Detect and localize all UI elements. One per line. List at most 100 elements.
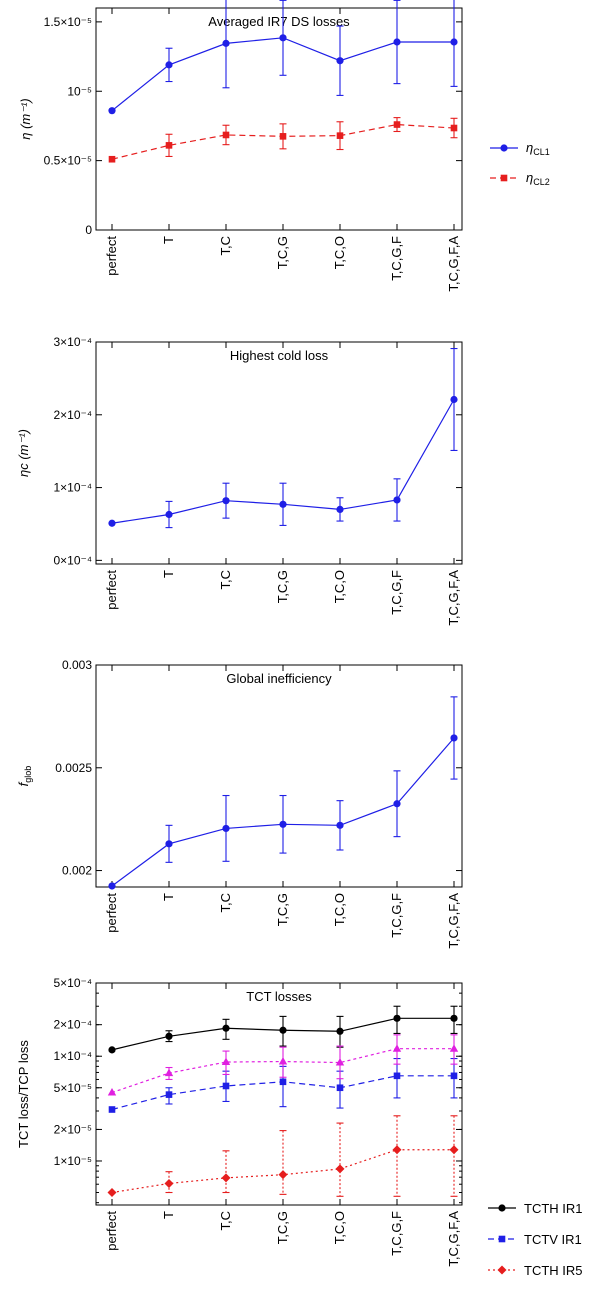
legend-item: TCTV IR1 — [488, 1232, 582, 1247]
error-bar — [336, 1122, 344, 1197]
y-axis-label: ηc (m⁻¹) — [16, 429, 31, 477]
x-tick-label: T,C — [218, 893, 233, 913]
data-point — [279, 133, 287, 140]
series-1 — [108, 1005, 458, 1054]
data-point — [279, 34, 287, 42]
y-axis-label-sub: glob — [23, 766, 33, 783]
data-point — [336, 132, 344, 139]
data-point — [107, 1188, 117, 1198]
x-tick-label: T,C,O — [332, 236, 347, 269]
data-point — [279, 820, 287, 828]
data-point — [108, 107, 116, 115]
data-point — [165, 1091, 173, 1098]
y-tick-label: 10⁻⁵ — [67, 84, 92, 98]
x-tick-label: T — [161, 1211, 176, 1219]
error-bar — [393, 1115, 401, 1197]
error-bar — [279, 1130, 287, 1195]
series-1 — [108, 696, 458, 890]
data-point — [450, 734, 458, 742]
y-tick-label: 5×10⁻⁴ — [53, 976, 92, 990]
y-tick-label: 0 — [85, 223, 92, 237]
data-point — [165, 510, 173, 519]
x-tick-label: T,C,G,F,A — [446, 236, 461, 292]
data-point — [108, 155, 116, 163]
y-tick-label: 1×10⁻⁴ — [53, 1049, 92, 1063]
plot-frame — [95, 341, 463, 565]
y-tick-label: 0.002 — [62, 864, 92, 878]
chart-panel-3: Global inefficiency 0.002 0.0025 0.003 perfe… — [16, 658, 463, 949]
legend-marker — [498, 1204, 506, 1212]
y-tick-label: 2×10⁻⁴ — [53, 408, 92, 422]
x-tick-label: T — [161, 570, 176, 578]
legend-item: TCTH IR5 — [488, 1263, 583, 1278]
legend-label-sub: CL1 — [533, 147, 550, 157]
x-tick-label: T,C,O — [332, 570, 347, 603]
chart-title: Highest cold loss — [230, 348, 329, 363]
y-tick-label: 0×10⁻⁴ — [53, 553, 92, 567]
data-point — [336, 1084, 344, 1092]
x-tick-label: T,C,G,F,A — [446, 570, 461, 626]
y-tick-label: 3×10⁻⁴ — [53, 335, 92, 349]
legend-label: ηCL1 — [526, 140, 550, 157]
error-bar — [165, 1171, 173, 1194]
x-tick-label: perfect — [104, 570, 119, 610]
data-point — [336, 1027, 344, 1035]
chart-title: Global inefficiency — [226, 671, 332, 686]
x-tick-label: T,C,G,F — [389, 570, 404, 615]
series-3 — [107, 1115, 459, 1198]
series-2 — [108, 117, 458, 163]
data-point — [222, 39, 230, 47]
y-tick-label: 2×10⁻⁵ — [54, 1122, 92, 1136]
data-point — [165, 1032, 173, 1040]
x-tick-label: T,C,G,F — [389, 893, 404, 938]
legend-label: ηCL2 — [526, 170, 550, 187]
legend-marker — [500, 144, 508, 152]
x-tick-label: perfect — [104, 236, 119, 276]
legend-label-main: η — [526, 170, 533, 185]
data-point — [222, 131, 230, 139]
data-point — [393, 121, 401, 128]
data-point — [393, 800, 401, 808]
y-tick-label: 0.003 — [62, 658, 92, 672]
data-point — [335, 1164, 345, 1174]
y-tick-label: 1×10⁻⁵ — [54, 1154, 92, 1168]
data-point — [449, 1044, 459, 1052]
legend-label: TCTH IR5 — [524, 1263, 583, 1278]
data-point — [393, 1014, 401, 1022]
chart-title: Averaged IR7 DS losses — [208, 14, 350, 29]
y-tick-label: 2×10⁻⁴ — [53, 1018, 92, 1032]
data-point — [450, 395, 458, 404]
data-point — [164, 1178, 174, 1188]
data-point — [392, 1145, 402, 1155]
data-point — [450, 124, 458, 132]
data-point — [449, 1145, 459, 1155]
x-tick-label: T — [161, 893, 176, 901]
chart-panel-4: TCT losses 1×10⁻⁵ 2×10⁻⁵ 5×10⁻⁵ 1×10⁻⁴ 2×10⁻⁴… — [16, 976, 583, 1278]
x-tick-label: T,C,O — [332, 1211, 347, 1244]
x-tick-label: T,C,G — [275, 1211, 290, 1244]
y-tick-label: 0.0025 — [55, 761, 92, 775]
chart-panel-2: Highest cold loss 0×10⁻⁴ 1×10⁻⁴ 2×10⁻⁴ 3×10⁻… — [16, 335, 463, 626]
error-bar — [450, 1115, 458, 1197]
data-point — [221, 1057, 231, 1066]
series-1 — [108, 348, 458, 529]
data-point — [336, 821, 344, 829]
data-point — [165, 142, 173, 149]
legend-label-sub: CL2 — [533, 177, 550, 187]
data-point — [335, 1058, 345, 1066]
legend-label: TCTH IR1 — [524, 1201, 583, 1216]
data-point — [279, 500, 287, 508]
data-point — [392, 1044, 402, 1052]
y-axis-label: η (m⁻¹) — [18, 98, 33, 140]
x-tick-label: perfect — [104, 1211, 119, 1251]
data-point — [165, 840, 173, 848]
x-tick-label: T,C,G,F — [389, 236, 404, 281]
legend-label-main: η — [526, 140, 533, 155]
legend-item: ηCL2 — [490, 170, 550, 187]
data-point — [393, 496, 401, 504]
data-point — [279, 1078, 287, 1086]
y-tick-label: 0.5×10⁻⁵ — [44, 154, 92, 168]
data-point — [164, 1068, 174, 1077]
